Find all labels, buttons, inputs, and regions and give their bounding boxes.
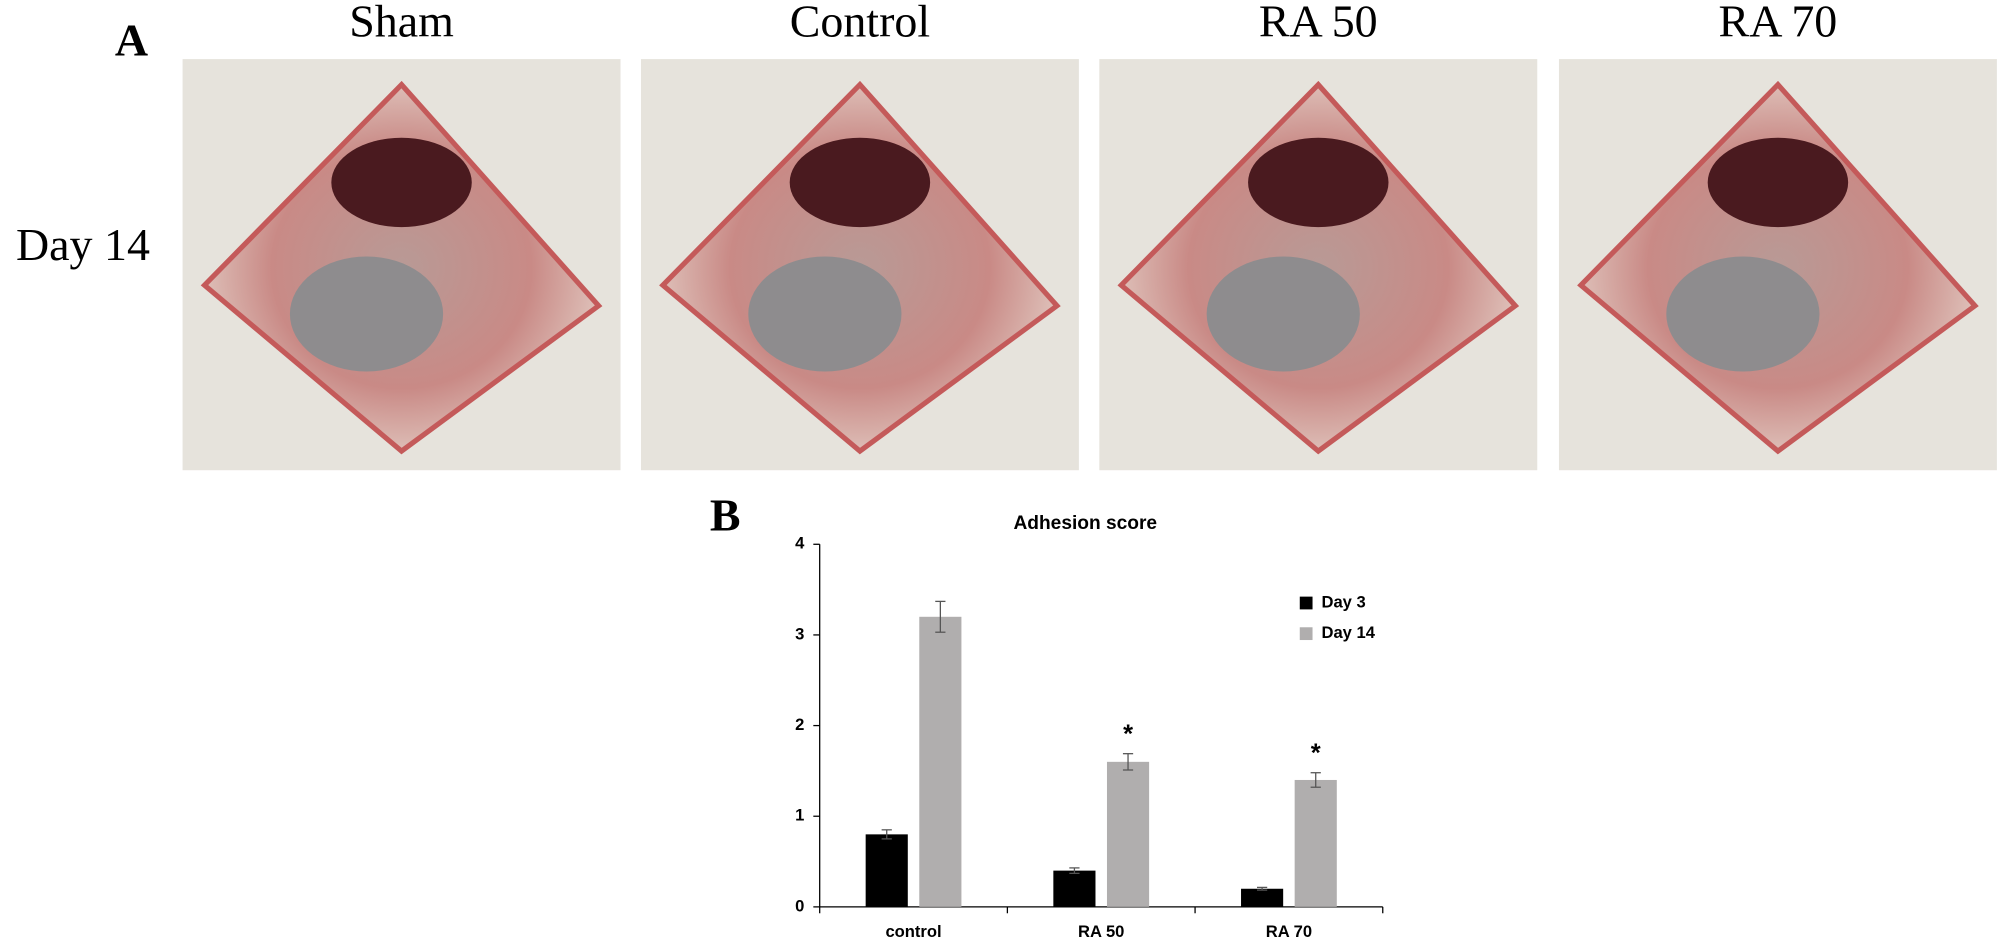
significance-mark: * xyxy=(1311,740,1321,768)
panel-label: A xyxy=(115,15,148,66)
photo-title: RA 70 xyxy=(1719,0,1838,46)
y-tick-label: 2 xyxy=(795,715,804,734)
photo-organ xyxy=(1248,137,1389,228)
photo-title: RA 50 xyxy=(1259,0,1378,46)
error-bar xyxy=(881,829,892,840)
error-bar xyxy=(1069,867,1080,874)
error-bar xyxy=(1310,772,1321,788)
x-tick-label: RA 70 xyxy=(1266,922,1312,941)
significance-mark: * xyxy=(1123,721,1133,749)
photo-organ xyxy=(1666,256,1820,372)
row-label: Day 14 xyxy=(16,219,150,270)
legend-swatch xyxy=(1299,596,1313,610)
bar-chart: Adhesion score 0 1 2 3 4 control RA 50 * RA 70 * Da… xyxy=(795,513,1384,941)
y-tick-label: 3 xyxy=(795,624,804,643)
photo-organ xyxy=(748,256,902,372)
photo-organ xyxy=(331,137,472,228)
photo-organ xyxy=(789,137,931,228)
y-tick-label: 4 xyxy=(795,534,805,553)
bar xyxy=(1294,779,1337,907)
chart-title: Adhesion score xyxy=(1013,513,1157,534)
error-bar xyxy=(935,600,946,633)
x-tick-label: RA 50 xyxy=(1078,922,1124,941)
legend-swatch xyxy=(1299,627,1313,641)
panel-label: B xyxy=(710,490,741,541)
photo-title: Sham xyxy=(349,0,454,46)
photo-organ xyxy=(1707,137,1849,228)
legend-label: Day 14 xyxy=(1321,623,1375,642)
photo-row: Sham Control RA 50 RA 70 xyxy=(182,0,1997,471)
x-tick-label: control xyxy=(885,922,941,941)
bar xyxy=(1106,761,1150,907)
photo-organ xyxy=(1206,256,1360,372)
y-tick-label: 1 xyxy=(795,806,804,825)
photo-organ xyxy=(289,256,444,372)
bar xyxy=(865,834,908,907)
legend-label: Day 3 xyxy=(1321,592,1365,611)
error-bar xyxy=(1256,886,1268,891)
photo-title: Control xyxy=(790,0,930,46)
bar xyxy=(1241,888,1284,907)
y-tick-label: 0 xyxy=(795,896,804,915)
error-bar xyxy=(1122,753,1134,771)
bar xyxy=(919,616,962,907)
bar xyxy=(1053,870,1096,907)
